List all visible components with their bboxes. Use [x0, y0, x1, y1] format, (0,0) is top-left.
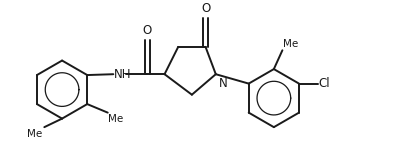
- Text: O: O: [143, 24, 152, 37]
- Text: Me: Me: [27, 129, 43, 139]
- Text: O: O: [201, 2, 210, 15]
- Text: NH: NH: [114, 68, 132, 81]
- Text: Me: Me: [108, 114, 124, 124]
- Text: N: N: [219, 77, 227, 90]
- Text: Cl: Cl: [319, 77, 331, 90]
- Text: Me: Me: [283, 39, 299, 49]
